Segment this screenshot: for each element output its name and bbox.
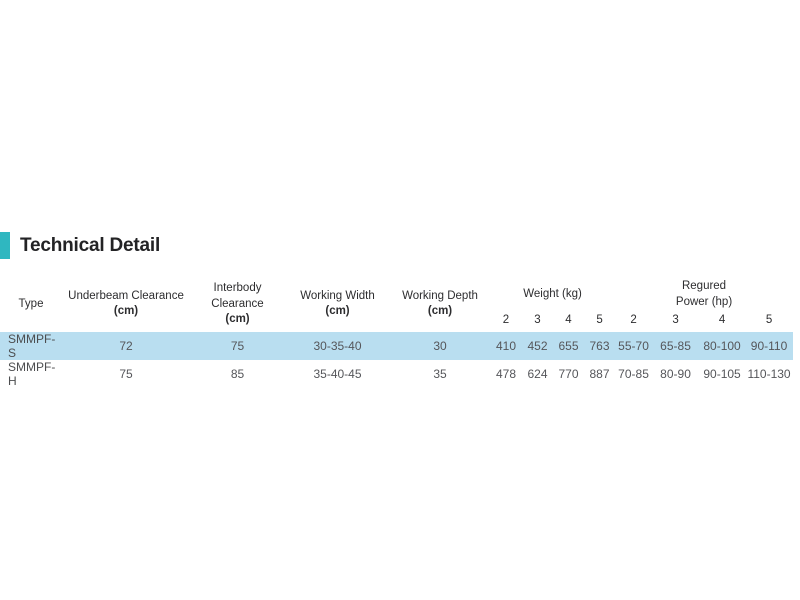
cell-weight-2: 410 bbox=[495, 338, 517, 353]
table-body: SMMPF-S 72 75 30-35-40 30 410 452 655 76… bbox=[0, 331, 794, 388]
cell-interbody-clearance: 75 bbox=[230, 338, 245, 353]
header-unit: (cm) bbox=[225, 313, 250, 326]
cell-type: SMMPF-H bbox=[8, 359, 56, 388]
header-label: Working Depth bbox=[402, 289, 478, 302]
column-header-working-depth: Working Depth (cm) bbox=[390, 277, 490, 332]
page-title: Technical Detail bbox=[20, 234, 161, 256]
subcolumn-header-power-5: 5 bbox=[765, 314, 773, 326]
cell-underbeam-clearance: 72 bbox=[119, 338, 133, 353]
header-label: Underbeam Clearance bbox=[68, 289, 184, 302]
table-row-smmpf-h: SMMPF-H 75 85 35-40-45 35 478 624 770 88… bbox=[0, 360, 793, 388]
group-header-required-power: Regured Power (hp) bbox=[615, 277, 793, 313]
cell-working-depth: 35 bbox=[433, 366, 447, 381]
cell-power-3: 80-90 bbox=[660, 366, 691, 381]
column-header-working-width: Working Width (cm) bbox=[285, 277, 390, 332]
cell-working-width: 30-35-40 bbox=[313, 338, 362, 353]
header-label: Working Width bbox=[300, 289, 375, 302]
cell-power-5: 90-110 bbox=[750, 338, 788, 353]
section-title: Technical Detail bbox=[0, 232, 800, 259]
subcolumn-header-power-3: 3 bbox=[672, 314, 679, 326]
header-unit: (cm) bbox=[113, 305, 139, 318]
header-row-sub: 2 3 4 5 2 3 4 5 bbox=[0, 313, 793, 332]
subcolumn-header-weight-2: 2 bbox=[502, 314, 510, 326]
header-row-main: Type Underbeam Clearance (cm) Interbody … bbox=[0, 277, 793, 325]
cell-working-width: 35-40-45 bbox=[313, 366, 362, 381]
cell-weight-5: 763 bbox=[589, 338, 610, 353]
cell-weight-4: 655 bbox=[558, 338, 579, 353]
cell-weight-4: 770 bbox=[558, 366, 579, 381]
cell-power-4: 90-105 bbox=[703, 366, 741, 381]
subcolumn-header-weight-4: 4 bbox=[565, 314, 572, 326]
cell-underbeam-clearance: 75 bbox=[119, 366, 133, 381]
cell-working-depth: 30 bbox=[433, 338, 447, 353]
cell-weight-5: 887 bbox=[589, 366, 610, 381]
header-label: Interbody Clearance bbox=[211, 281, 264, 310]
cell-weight-3: 452 bbox=[527, 338, 548, 353]
subcolumn-header-weight-3: 3 bbox=[534, 314, 541, 326]
subcolumn-header-power-4: 4 bbox=[718, 314, 726, 326]
column-header-type: Type bbox=[18, 297, 44, 310]
group-header-weight: Weight (kg) bbox=[523, 288, 582, 301]
spec-table: Type Underbeam Clearance (cm) Interbody … bbox=[0, 277, 794, 388]
subcolumn-header-weight-5: 5 bbox=[596, 314, 603, 326]
cell-type: SMMPF-S bbox=[8, 331, 56, 360]
cell-weight-3: 624 bbox=[527, 366, 548, 381]
cell-power-4: 80-100 bbox=[703, 338, 741, 353]
technical-detail-section: Technical Detail Type Underbeam Clearanc… bbox=[0, 232, 800, 388]
cell-interbody-clearance: 85 bbox=[230, 366, 245, 381]
accent-bar bbox=[0, 232, 10, 259]
table-row-smmpf-s: SMMPF-S 72 75 30-35-40 30 410 452 655 76… bbox=[0, 331, 794, 360]
cell-power-5: 110-130 bbox=[747, 366, 791, 381]
cell-power-3: 65-85 bbox=[660, 338, 691, 353]
header-unit: (cm) bbox=[427, 305, 453, 318]
table-header: Type Underbeam Clearance (cm) Interbody … bbox=[0, 277, 793, 332]
column-header-underbeam-clearance: Underbeam Clearance (cm) bbox=[62, 277, 190, 332]
cell-weight-2: 478 bbox=[495, 366, 517, 381]
header-unit: (cm) bbox=[325, 305, 350, 318]
column-header-interbody-clearance: Interbody Clearance (cm) bbox=[190, 277, 285, 332]
header-label: Regured Power (hp) bbox=[675, 280, 733, 308]
subcolumn-header-power-2: 2 bbox=[630, 314, 637, 326]
cell-power-2: 55-70 bbox=[618, 338, 649, 353]
cell-power-2: 70-85 bbox=[618, 366, 649, 381]
